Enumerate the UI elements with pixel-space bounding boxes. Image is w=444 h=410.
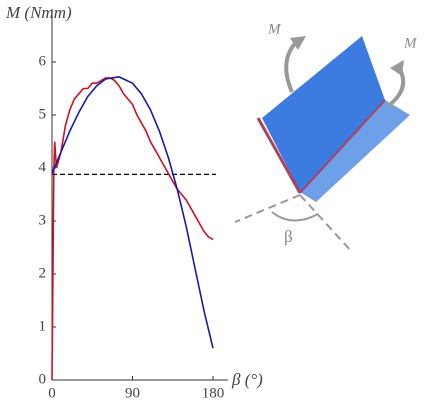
y-tick-label: 5 — [39, 106, 47, 122]
arrow-head — [390, 60, 404, 76]
sheet-edge — [299, 99, 386, 194]
angle-arc — [271, 211, 319, 222]
y-tick-label: 2 — [39, 265, 47, 281]
arrow-head — [290, 36, 306, 50]
x-tick-label: 90 — [125, 385, 140, 401]
annotation: β — [284, 227, 293, 246]
x-axis-label: β (°) — [231, 370, 263, 389]
annotation: M — [403, 35, 418, 51]
y-tick-label: 6 — [39, 53, 47, 69]
sheet-panel — [300, 100, 410, 202]
y-tick-label: 1 — [39, 318, 47, 334]
data-line — [51, 76, 214, 349]
y-tick-label: 4 — [39, 159, 47, 175]
x-tick-label: 0 — [48, 385, 56, 401]
data-line — [51, 77, 214, 381]
sheet-edge — [256, 117, 302, 194]
angle-line — [234, 194, 301, 223]
y-tick-label: 0 — [39, 371, 47, 387]
y-axis-label: M (Nmm) — [5, 3, 72, 22]
moment-arrow — [284, 38, 300, 93]
x-tick-label: 180 — [202, 385, 225, 401]
illustration: M M β — [234, 21, 418, 253]
sheet-panel — [262, 36, 385, 192]
angle-line — [299, 194, 353, 253]
y-tick-label: 3 — [39, 212, 47, 228]
annotation: M — [267, 21, 282, 37]
